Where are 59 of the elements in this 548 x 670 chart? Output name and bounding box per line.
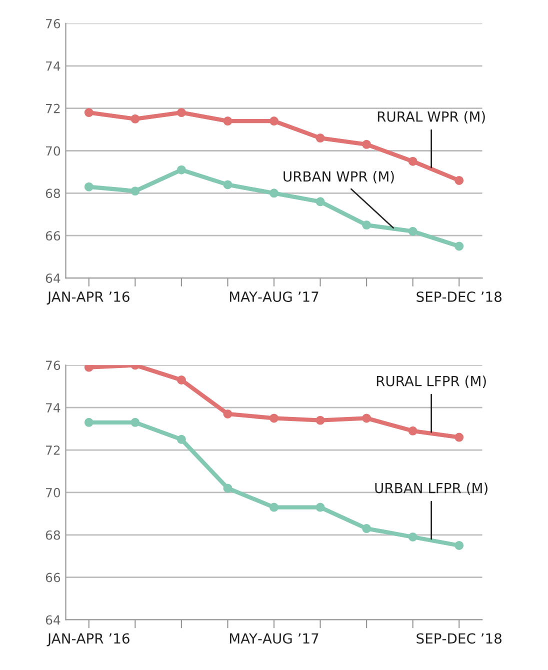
point <box>223 180 232 190</box>
y-tick-label: 74 <box>46 403 60 412</box>
point <box>362 220 372 230</box>
point <box>362 140 372 149</box>
y-tick-label: 72 <box>46 104 60 114</box>
y-tick-label: 70 <box>46 146 60 156</box>
y-tick-label: 76 <box>46 18 60 28</box>
y-tick-label: 66 <box>46 231 60 241</box>
y-tick-label: 64 <box>46 274 60 283</box>
y-tick-label: 76 <box>46 360 60 370</box>
point <box>270 116 278 126</box>
x-tick-label: JAN‑APR ’16 <box>46 291 130 305</box>
x-tick-label: SEP‑DEC ’18 <box>416 291 502 302</box>
point <box>454 540 464 550</box>
point <box>223 116 232 126</box>
point <box>454 176 464 185</box>
point <box>84 182 94 192</box>
series-label: URBAN WPR (M) <box>284 170 394 184</box>
point <box>362 524 372 534</box>
y-tick-label: 68 <box>46 530 60 540</box>
y-tick-label: 70 <box>46 488 60 498</box>
point <box>176 165 186 174</box>
point <box>130 418 140 427</box>
point <box>408 156 418 166</box>
point <box>408 426 418 436</box>
point <box>176 376 186 384</box>
point <box>316 134 325 143</box>
point <box>454 432 464 442</box>
point <box>454 242 464 251</box>
point <box>408 226 418 236</box>
point <box>176 434 186 444</box>
point <box>223 484 232 493</box>
x-tick-label: JAN‑APR ’16 <box>46 633 130 646</box>
x-tick-label: MAY‑AUG ’17 <box>230 633 318 644</box>
y-tick-label: 74 <box>46 62 60 71</box>
point <box>408 532 418 542</box>
point <box>316 197 325 206</box>
y-tick-label: 64 <box>46 615 60 625</box>
y-tick-label: 66 <box>46 572 60 582</box>
text: RURAL LFPR (M) <box>376 376 486 388</box>
point <box>316 502 325 512</box>
x-tick-label: MAY‑AUG ’17 <box>230 291 318 302</box>
point <box>130 186 140 196</box>
point <box>84 108 94 118</box>
text: URBAN LFPR (M) <box>375 482 488 495</box>
point <box>84 365 94 372</box>
y-tick-label: 68 <box>46 188 60 198</box>
y-tick-label: 72 <box>46 445 60 455</box>
point <box>270 502 278 512</box>
series-label: RURAL WPR (M) <box>378 111 485 124</box>
point <box>270 414 278 423</box>
point <box>176 108 186 118</box>
point <box>130 114 140 124</box>
point <box>84 418 94 427</box>
point <box>362 414 372 423</box>
x-tick-label: SEP‑DEC ’18 <box>416 633 502 644</box>
point <box>316 416 325 425</box>
point <box>270 188 278 198</box>
point <box>223 409 232 418</box>
